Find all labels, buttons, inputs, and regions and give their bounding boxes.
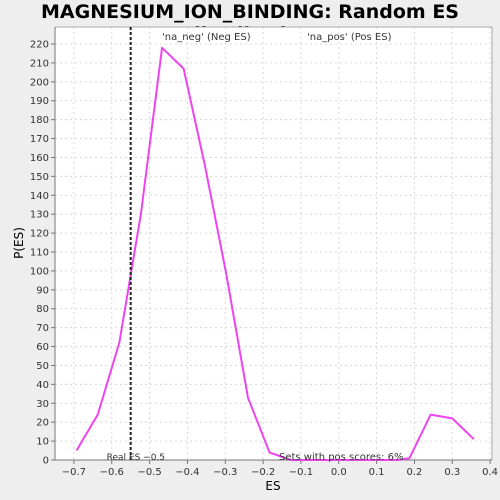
pos-score-annotation: Sets with pos scores: 6% [279,452,404,463]
y-tick-label: 210 [30,58,49,69]
y-tick-label: 180 [30,115,49,126]
y-tick-label: 110 [30,248,49,259]
y-tick-label: 40 [36,380,49,391]
y-tick-label: 100 [30,266,49,277]
real-es-label: Real ES −0.5 [107,453,165,463]
x-tick-label: −0.2 [251,467,275,478]
y-tick-label: 140 [30,191,49,202]
legend-pos-label: 'na_pos' (Pos ES) [307,32,392,43]
x-tick-label: −0.5 [137,467,161,478]
x-tick-label: 0.1 [369,467,385,478]
x-tick-label: −0.4 [175,467,199,478]
x-tick-label: 0.2 [406,467,422,478]
y-tick-label: 120 [30,229,49,240]
grid-layer [55,27,492,460]
y-tick-label: 150 [30,172,49,183]
x-axis-label: ES [265,479,280,493]
y-tick-label: 220 [30,40,49,51]
x-tick-label: 0.3 [444,467,460,478]
y-tick-label: 10 [36,437,49,448]
series-layer [75,46,475,461]
y-tick-label: 0 [43,456,49,467]
y-tick-label: 30 [36,399,49,410]
y-tick-label: 160 [30,153,49,164]
x-tick-label: 0.0 [331,467,347,478]
y-axis-label: P(ES) [12,227,26,259]
series-line [75,46,475,461]
y-tick-label: 130 [30,210,49,221]
plot-area [55,27,492,460]
x-tick-label: 0.4 [482,467,498,478]
y-tick-label: 90 [36,285,49,296]
y-tick-label: 190 [30,96,49,107]
ticks-layer: 0 10 20 30 40 50 60 70 80 90 100 110 120 130 140 150 160… [30,40,498,478]
y-tick-label: 50 [36,361,49,372]
legend-neg-label: 'na_neg' (Neg ES) [162,32,251,43]
x-tick-label: −0.6 [100,467,124,478]
y-tick-label: 200 [30,77,49,88]
y-tick-label: 70 [36,323,49,334]
x-tick-label: −0.7 [62,467,86,478]
x-tick-label: −0.1 [289,467,313,478]
y-tick-label: 80 [36,304,49,315]
y-tick-label: 60 [36,342,49,353]
y-tick-label: 20 [36,418,49,429]
x-tick-label: −0.3 [213,467,237,478]
y-tick-label: 170 [30,134,49,145]
